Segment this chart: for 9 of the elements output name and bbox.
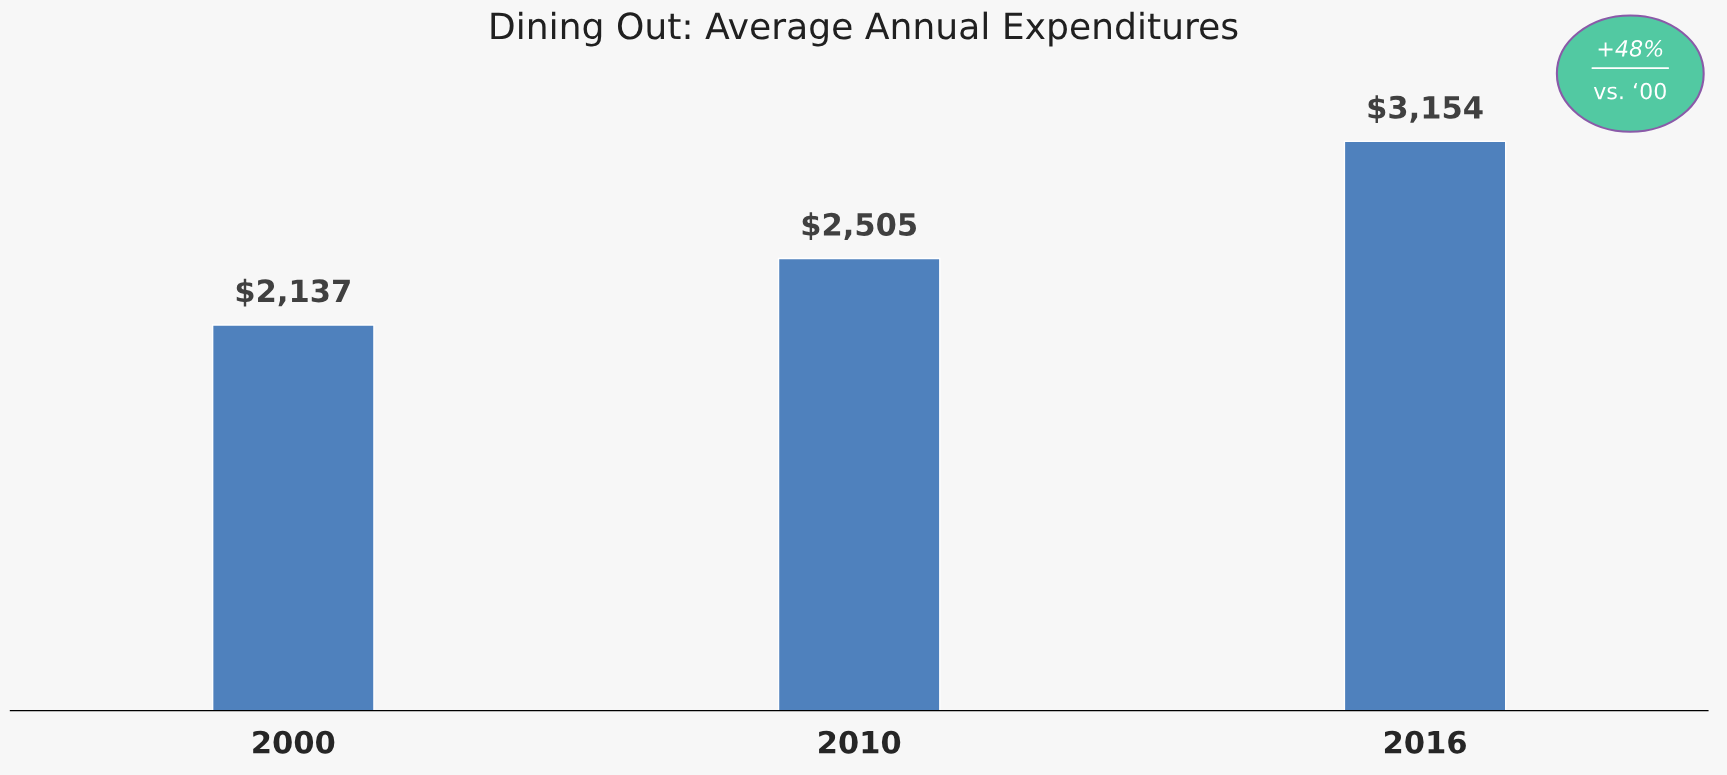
x-tick-label: 2010 xyxy=(819,730,901,754)
x-tick-label: 2016 xyxy=(1384,730,1466,754)
data-label: $3,154 xyxy=(1368,95,1483,123)
text: +48% xyxy=(1598,40,1663,57)
x-tick-label: 2000 xyxy=(253,730,335,754)
chart-title: Dining Out: Average Annual Expenditures xyxy=(491,11,1238,47)
data-label: $2,505 xyxy=(802,212,917,241)
text: vs. ‘00 xyxy=(1593,82,1666,100)
data-label: $2,137 xyxy=(236,278,350,307)
